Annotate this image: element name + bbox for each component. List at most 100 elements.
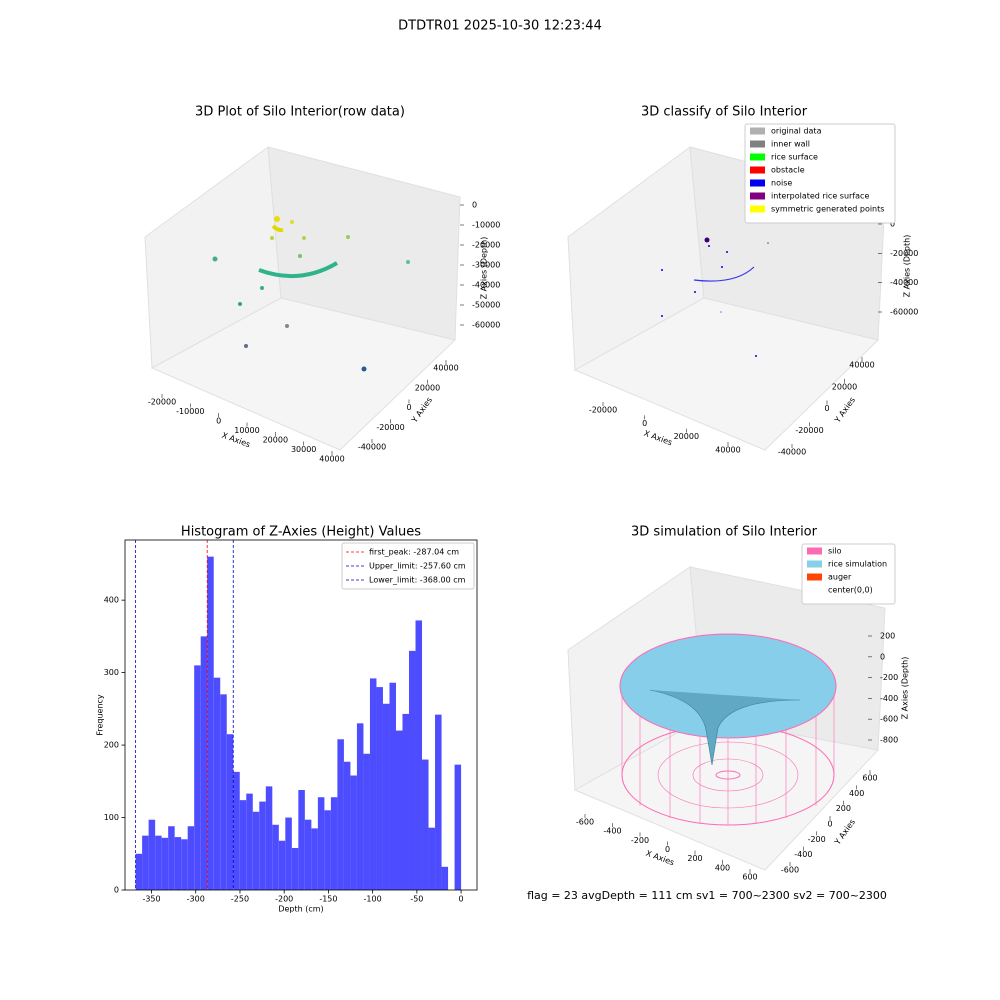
x-tick-label: -200 (631, 836, 649, 845)
bar (324, 810, 331, 890)
legend-box (744, 123, 896, 224)
x-tick-label: 30000 (291, 445, 316, 454)
silo-surface (619, 633, 837, 826)
legend-label: rice surface (771, 153, 818, 162)
legend-label: obstacle (771, 166, 805, 175)
legend-label: Upper_limit: -257.60 cm (369, 562, 466, 571)
bar (454, 764, 462, 890)
y-axis-label: Y Axies (409, 396, 434, 426)
y-tick-label: -400 (794, 850, 812, 859)
legend-swatch (750, 192, 765, 200)
y-tick-label: 200 (104, 741, 119, 750)
bar (135, 853, 143, 890)
z-tick-label: -800 (880, 736, 898, 745)
y-tick-label: -600 (781, 866, 799, 875)
bar (435, 714, 442, 890)
bar (337, 739, 344, 890)
z-tick-label: 0 (890, 220, 895, 229)
x-tick-label: -20000 (148, 398, 176, 407)
y-axis-label: Y Axies (832, 818, 857, 848)
bar (369, 678, 377, 890)
legend-swatch (750, 179, 765, 187)
x-axis-label: X Axies (645, 849, 676, 868)
x-tick-label: -300 (187, 895, 205, 904)
z-tick-label: -10000 (472, 221, 500, 230)
z-tick-label: 200 (880, 632, 895, 641)
y-tick-label: 20000 (832, 382, 857, 391)
bar (389, 682, 396, 890)
z-axis-label: Z Axies (Depth) (480, 237, 489, 300)
bar (174, 837, 182, 890)
bar (259, 801, 266, 890)
bar (343, 761, 351, 890)
y-tick-label: 0 (114, 886, 119, 895)
legend-label: rice simulation (828, 560, 887, 569)
bar (155, 835, 162, 890)
z-tick-label: -200 (880, 673, 898, 682)
x-tick-label: 40000 (319, 455, 344, 464)
z-tick-label: -20000 (890, 249, 918, 258)
y-tick-label: 600 (862, 774, 877, 783)
y-axis-label: Frequency (96, 694, 105, 736)
z-tick-label: -50000 (472, 301, 500, 310)
x-tick-label: -10000 (176, 407, 204, 416)
z-tick-label: -400 (880, 694, 898, 703)
legend-label: inner wall (771, 140, 810, 149)
legend-label: interpolated rice surface (771, 192, 869, 201)
y-tick-label: 0 (406, 403, 411, 412)
legend-swatch (750, 153, 765, 161)
legend-swatch (807, 573, 822, 581)
bar (402, 713, 410, 890)
y-tick-label: 40000 (849, 361, 874, 370)
legend-swatch (807, 547, 822, 555)
y-tick-label: 400 (849, 789, 864, 798)
chart-title: 3D simulation of Silo Interior (631, 525, 818, 540)
z-tick-label: -60000 (472, 321, 500, 330)
z-tick-label: -60000 (890, 308, 918, 317)
z-tick-label: -30000 (472, 261, 500, 270)
bar (233, 771, 240, 890)
y-tick-label: 0 (827, 820, 832, 829)
bar (298, 790, 305, 890)
bar (285, 817, 292, 890)
figure-title: DTDTR01 2025-10-30 12:23:44 (398, 19, 602, 34)
bar (265, 786, 273, 890)
bar (376, 687, 383, 890)
z-tick-label: -40000 (472, 281, 500, 290)
x-tick-label: 200 (687, 854, 702, 863)
legend-box (341, 542, 475, 590)
y-tick-label: 40000 (433, 364, 458, 373)
z-tick-label: 0 (472, 201, 477, 210)
x-tick-label: 40000 (715, 446, 740, 455)
x-tick-label: -350 (142, 895, 160, 904)
z-tick-label: -20000 (472, 241, 500, 250)
y-axis-label: Y Axies (832, 396, 857, 426)
bar (304, 819, 312, 890)
x-tick-label: 0 (216, 417, 221, 426)
z-tick-label: -600 (880, 715, 898, 724)
pane-box (144, 146, 461, 451)
x-axis-label: X Axies (643, 429, 674, 448)
y-tick-label: -20000 (376, 423, 404, 432)
bar (226, 734, 234, 890)
x-tick-label: -600 (576, 818, 594, 827)
y-tick-label: 200 (836, 804, 851, 813)
x-tick-label: -20000 (589, 406, 617, 415)
bar (252, 811, 260, 890)
x-tick-label: 600 (742, 873, 757, 882)
bar (161, 837, 169, 890)
bar (246, 793, 253, 890)
y-tick-label: -40000 (778, 448, 806, 457)
y-tick-label: -20000 (795, 426, 823, 435)
y-tick-label: 100 (104, 813, 119, 822)
x-tick-label: -200 (275, 895, 293, 904)
legend-swatch (750, 205, 765, 213)
x-axis-label: Depth (cm) (278, 905, 323, 914)
legend-swatch (807, 586, 822, 594)
chart-title: Histogram of Z-Axies (Height) Values (181, 525, 421, 540)
legend-label: first_peak: -287.04 cm (369, 548, 459, 557)
chart-title: 3D Plot of Silo Interior(row data) (195, 105, 405, 120)
bar (187, 826, 195, 890)
legend-label: original data (771, 127, 822, 136)
